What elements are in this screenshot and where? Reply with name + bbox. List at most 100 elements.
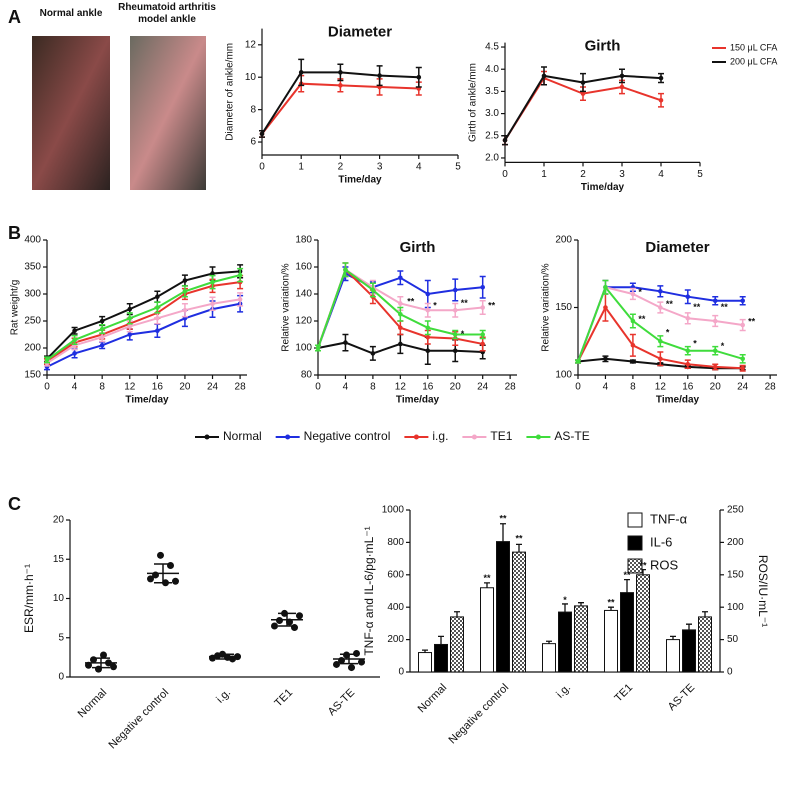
point xyxy=(425,291,431,297)
legend-marker xyxy=(285,434,291,440)
bar xyxy=(418,652,432,673)
point xyxy=(370,351,376,356)
x-tick-label: 8 xyxy=(99,382,105,393)
y-tick-label: 150 xyxy=(555,302,572,313)
point xyxy=(157,551,164,559)
point xyxy=(398,275,403,281)
point xyxy=(712,298,718,304)
x-tick-label: AS-TE xyxy=(666,682,697,713)
y-tick-label: 250 xyxy=(24,316,41,327)
annotation: * xyxy=(563,595,567,605)
legend-marker xyxy=(535,434,541,440)
y-tick-label: 10 xyxy=(53,593,65,604)
y-tick-label: 400 xyxy=(24,235,41,246)
point xyxy=(110,663,117,671)
chart-title: Girth xyxy=(585,38,621,55)
point xyxy=(398,325,403,331)
panel-label: B xyxy=(8,223,21,243)
annotation: ** xyxy=(488,301,496,311)
y2-tick-label: 100 xyxy=(727,602,744,613)
series-line xyxy=(577,286,743,362)
point xyxy=(658,97,664,103)
y-tick-label: 200 xyxy=(24,343,41,354)
point xyxy=(127,332,133,337)
point xyxy=(685,348,691,354)
point xyxy=(452,348,458,354)
y-axis-label: Relative variation/% xyxy=(541,263,552,351)
point xyxy=(425,325,431,331)
point xyxy=(740,365,745,371)
point xyxy=(182,289,188,294)
point xyxy=(370,287,376,293)
bar xyxy=(558,611,572,673)
point xyxy=(398,301,403,306)
legend-marker xyxy=(471,434,477,440)
legend-label: AS-TE xyxy=(554,429,589,443)
point xyxy=(44,357,50,363)
point xyxy=(343,267,348,273)
x-tick-label: 8 xyxy=(630,382,636,393)
point xyxy=(619,84,625,90)
annotation: ** xyxy=(748,317,756,327)
y-tick-label: 12 xyxy=(245,39,257,50)
point xyxy=(398,311,403,317)
y-tick-label: 300 xyxy=(24,289,41,300)
x-tick-label: 12 xyxy=(124,382,136,393)
point xyxy=(580,91,586,96)
point xyxy=(100,651,107,659)
y-tick-label: 5 xyxy=(58,632,64,643)
point xyxy=(630,359,636,364)
x-tick-label: 24 xyxy=(737,382,749,393)
series-line xyxy=(46,281,241,363)
point xyxy=(358,658,365,666)
y2-tick-label: 200 xyxy=(727,537,744,548)
photo xyxy=(32,36,110,190)
point xyxy=(630,318,636,324)
y-tick-label: 20 xyxy=(53,515,65,526)
point xyxy=(685,361,691,367)
point xyxy=(603,284,608,290)
x-tick-label: TE1 xyxy=(612,682,635,705)
x-tick-label: 20 xyxy=(450,382,462,393)
y2-tick-label: 50 xyxy=(727,634,739,645)
bar xyxy=(698,616,712,673)
point xyxy=(99,318,105,324)
x-tick-label: 0 xyxy=(502,169,508,180)
point xyxy=(182,307,188,313)
point xyxy=(298,70,304,75)
x-tick-label: 28 xyxy=(505,382,517,393)
series-line xyxy=(577,285,743,362)
point xyxy=(182,278,188,283)
panel-label: A xyxy=(8,7,21,27)
legend-marker xyxy=(204,434,210,440)
point xyxy=(237,297,243,302)
sd-bar xyxy=(154,563,172,584)
point xyxy=(315,345,321,351)
sd-bar xyxy=(92,657,110,669)
point xyxy=(425,307,431,313)
x-tick-label: 16 xyxy=(152,382,164,393)
y-axis-label: TNF-α and IL-6/pg·mL⁻¹ xyxy=(362,526,376,655)
x-axis-label: Time/day xyxy=(581,182,625,193)
annotation: ** xyxy=(623,570,631,580)
legend-label: TNF-α xyxy=(650,511,688,526)
y-tick-label: 800 xyxy=(387,537,404,548)
y-tick-label: 120 xyxy=(295,316,312,327)
legend-label: Negative control xyxy=(304,429,391,443)
y-axis-label: Relative variation/% xyxy=(281,263,292,351)
point xyxy=(658,305,663,310)
legend-label: TE1 xyxy=(490,429,512,443)
annotation: * xyxy=(638,287,642,297)
y-tick-label: 4.5 xyxy=(485,42,499,53)
y-tick-label: 180 xyxy=(295,235,312,246)
point xyxy=(237,272,243,278)
x-tick-label: 24 xyxy=(477,382,489,393)
point xyxy=(740,322,745,328)
point xyxy=(452,287,458,293)
x-axis-label: Time/day xyxy=(656,395,700,406)
error-bar xyxy=(484,582,490,588)
point xyxy=(619,73,625,79)
point xyxy=(685,294,691,300)
point xyxy=(72,351,77,356)
